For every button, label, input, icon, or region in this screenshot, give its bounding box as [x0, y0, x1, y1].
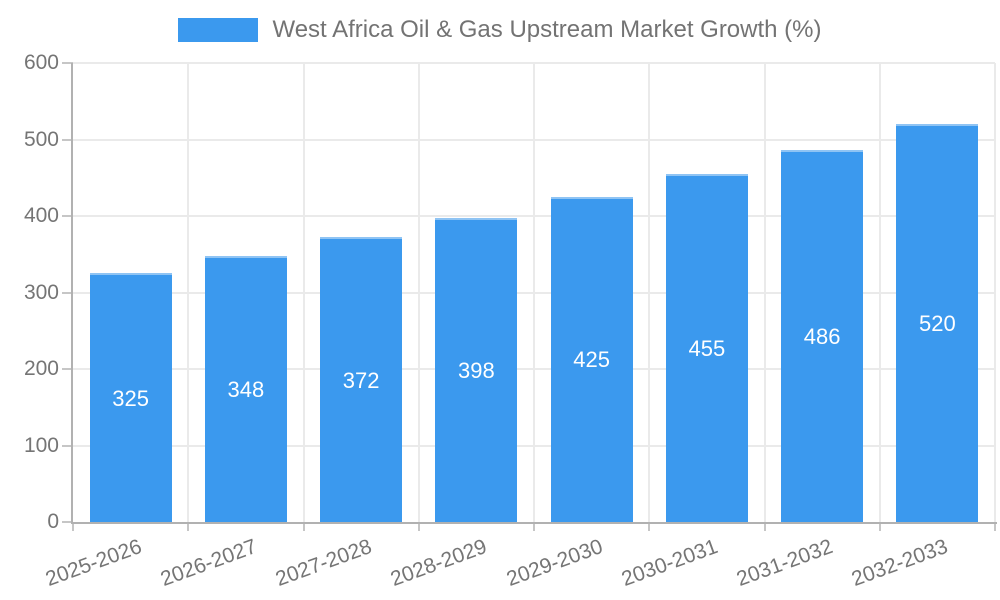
- gridline-vertical: [533, 63, 535, 522]
- x-axis-label: 2032-2033: [848, 535, 952, 591]
- x-axis-tick: [763, 522, 766, 531]
- x-axis-tick: [648, 522, 651, 531]
- x-axis-label: 2029-2030: [503, 535, 606, 591]
- bar-value-label: 520: [919, 311, 956, 337]
- y-axis-label: 0: [47, 510, 59, 533]
- y-axis-tick: [62, 291, 73, 294]
- x-axis-label: 2030-2031: [618, 535, 721, 591]
- y-axis-tick: [62, 138, 73, 141]
- x-axis-tick: [878, 522, 881, 531]
- x-axis-tick: [302, 522, 305, 531]
- gridline-vertical: [417, 63, 420, 522]
- bar[interactable]: 486: [781, 150, 864, 522]
- bar-value-label: 398: [458, 357, 495, 383]
- x-axis-tick: [533, 522, 535, 531]
- bar[interactable]: 520: [896, 124, 979, 522]
- x-axis-tick: [994, 522, 996, 531]
- gridline-vertical: [878, 63, 881, 522]
- bar[interactable]: 455: [665, 173, 748, 522]
- bar[interactable]: 398: [435, 217, 518, 522]
- x-axis-line: [71, 522, 997, 524]
- x-axis-label: 2026-2027: [157, 535, 260, 591]
- legend-label: West Africa Oil & Gas Upstream Market Gr…: [272, 16, 822, 43]
- y-axis-label: 100: [23, 433, 59, 457]
- legend-swatch: [178, 18, 259, 42]
- x-axis-label: 2031-2032: [733, 535, 836, 591]
- y-axis-tick: [62, 62, 73, 64]
- bar[interactable]: 325: [89, 273, 172, 522]
- gridline-vertical: [648, 63, 651, 522]
- y-axis-tick: [62, 215, 73, 217]
- y-axis-label: 300: [23, 280, 59, 304]
- x-axis-label: 2027-2028: [272, 535, 375, 591]
- plot-area: 325 348 372 398 425 455 486 520 2025-2026 2026-20…: [42, 62, 997, 591]
- gridline-vertical: [994, 63, 996, 522]
- x-axis-label: 2025-2026: [42, 535, 145, 591]
- y-axis-line: [71, 63, 73, 524]
- bar-value-label: 325: [112, 385, 149, 411]
- gridline-vertical: [187, 63, 190, 522]
- gridline-vertical: [302, 63, 305, 522]
- bar-value-label: 455: [688, 335, 726, 361]
- y-axis-label: 600: [23, 51, 59, 74]
- bar[interactable]: 348: [204, 255, 287, 522]
- y-axis-label: 500: [23, 127, 59, 151]
- bar-value-label: 372: [342, 367, 380, 393]
- y-axis-label: 400: [23, 204, 59, 227]
- x-axis-tick: [417, 522, 420, 531]
- y-axis-tick: [62, 444, 73, 447]
- x-axis-tick: [72, 522, 74, 531]
- y-axis-label: 200: [23, 357, 59, 380]
- bar-value-label: 348: [227, 376, 265, 402]
- y-axis-tick: [62, 521, 73, 523]
- x-axis-label: 2028-2029: [387, 535, 491, 591]
- y-axis-tick: [62, 368, 73, 370]
- x-axis-tick: [187, 522, 190, 531]
- bar-value-label: 425: [573, 347, 610, 373]
- bar-value-label: 486: [803, 324, 841, 350]
- bar[interactable]: 372: [320, 237, 403, 522]
- bar[interactable]: 425: [550, 196, 633, 522]
- chart-legend-item[interactable]: West Africa Oil & Gas Upstream Market Gr…: [0, 16, 1000, 44]
- gridline-vertical: [763, 63, 766, 522]
